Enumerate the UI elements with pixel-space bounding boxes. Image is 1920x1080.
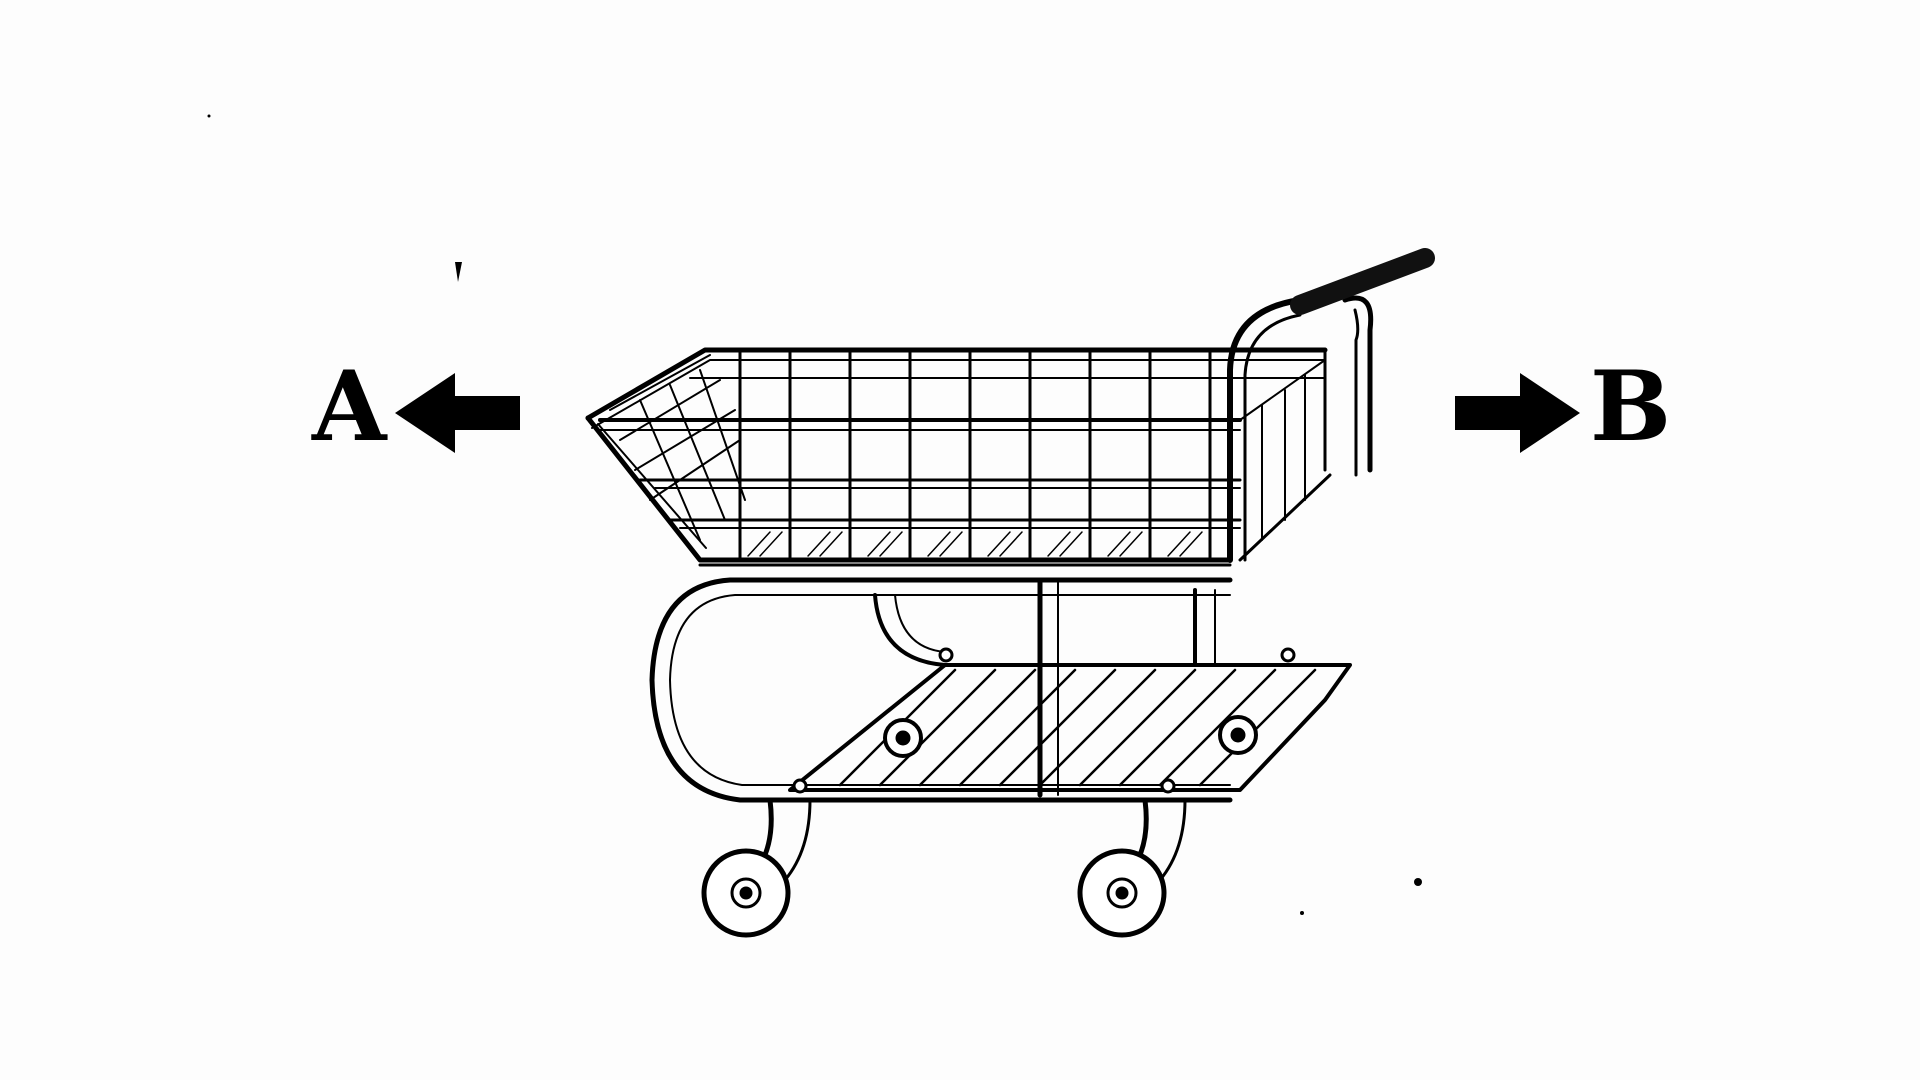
cart-basket xyxy=(585,347,1332,567)
front-left-wheel xyxy=(701,797,812,938)
handle-grip-icon xyxy=(1290,248,1435,315)
direction-b: B xyxy=(1455,350,1671,463)
right-arrow-icon xyxy=(1455,373,1580,453)
label-a: A xyxy=(311,350,388,463)
front-right-wheel xyxy=(1077,797,1187,938)
tray-slats xyxy=(838,668,1317,787)
basket-front-grid xyxy=(609,354,746,541)
basket-grid-bars xyxy=(738,348,1212,562)
label-b: B xyxy=(1590,350,1671,463)
left-arrow-icon xyxy=(395,373,520,453)
cart-handle xyxy=(1227,248,1435,563)
print-specks xyxy=(207,114,1422,915)
basket-hatching xyxy=(747,531,1203,557)
cart-frame xyxy=(649,577,1233,803)
shopping-cart-illustration xyxy=(585,248,1435,938)
lower-tray xyxy=(788,647,1352,794)
direction-a: A xyxy=(311,350,520,463)
